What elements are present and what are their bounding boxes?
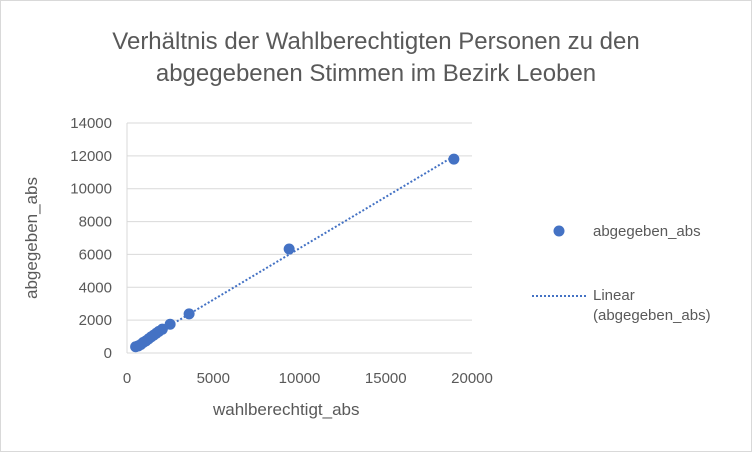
y-tick-label: 10000 <box>70 181 112 198</box>
data-point <box>283 243 295 255</box>
x-tick-label: 5000 <box>197 370 230 387</box>
gridlines <box>127 122 472 321</box>
x-axis-title: wahlberechtigt_abs <box>213 400 360 419</box>
legend-label-trendline-line-2: (abgegeben_abs) <box>593 307 711 324</box>
y-tick-label: 2000 <box>79 312 112 329</box>
chart-title-line-2: abgegebenen Stimmen im Bezirk Leoben <box>155 60 597 87</box>
data-point <box>164 318 176 330</box>
trendline <box>135 155 455 347</box>
data-points <box>130 153 460 353</box>
x-tick-label: 20000 <box>451 370 493 387</box>
data-point <box>448 153 460 165</box>
data-point <box>183 308 195 320</box>
x-tick-label: 0 <box>123 370 131 387</box>
trendline-linear <box>135 155 455 347</box>
x-tick-label: 15000 <box>365 370 407 387</box>
y-tick-label: 0 <box>104 345 112 362</box>
y-tick-label: 8000 <box>79 214 112 231</box>
y-tick-label: 14000 <box>70 115 112 132</box>
y-tick-label: 4000 <box>79 279 112 296</box>
x-tick-label: 10000 <box>279 370 321 387</box>
chart-title-line-1: Verhältnis der Wahlberechtigten Personen… <box>112 28 640 55</box>
legend-label-trendline-line-1: Linear <box>593 287 635 304</box>
y-tick-label: 12000 <box>70 148 112 165</box>
y-tick-label: 6000 <box>79 246 112 263</box>
legend-label-series: abgegeben_abs <box>593 223 701 240</box>
y-axis-title: abgegeben_abs <box>21 177 41 299</box>
legend-marker-series <box>553 225 565 237</box>
legend-symbols <box>532 225 586 297</box>
axes <box>126 123 472 354</box>
tick-labels: 0 2000 4000 6000 8000 10000 12000 14000 0 5000 100… <box>70 115 493 387</box>
